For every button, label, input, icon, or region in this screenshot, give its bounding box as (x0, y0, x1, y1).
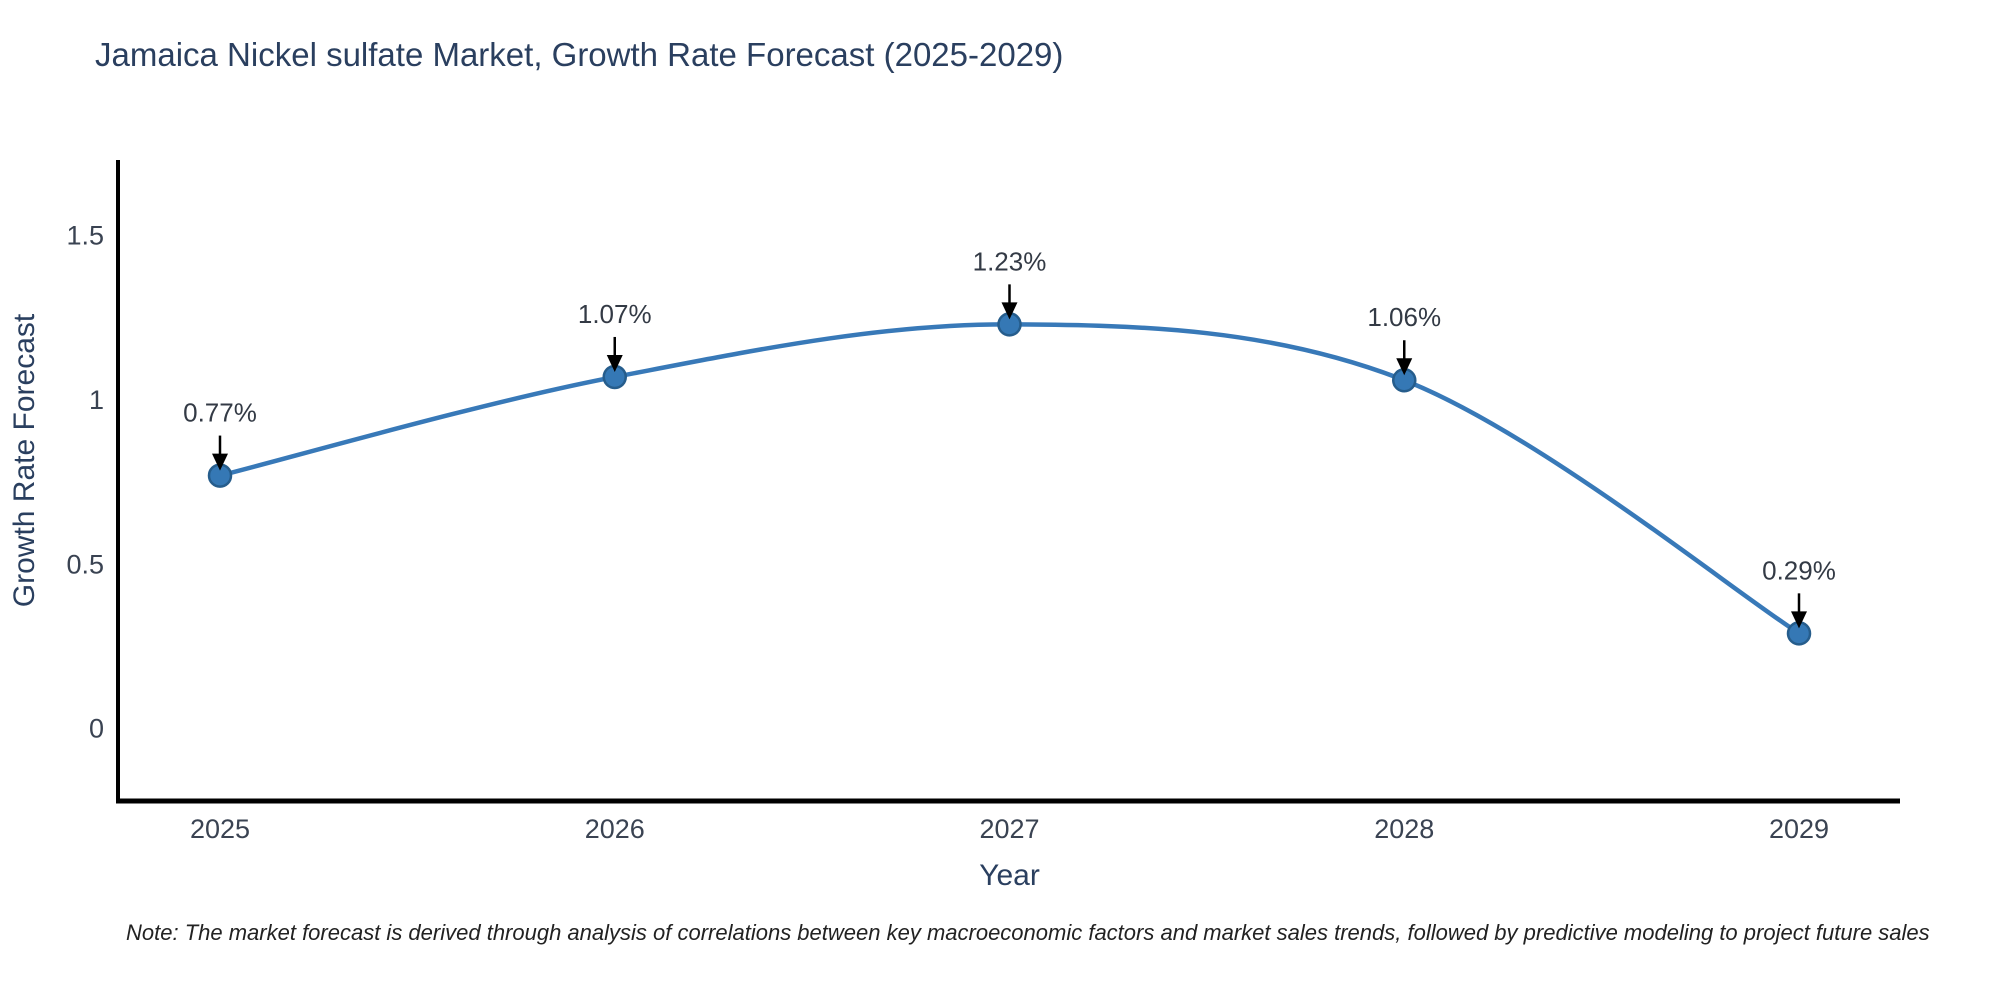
chart-footnote: Note: The market forecast is derived thr… (126, 920, 1930, 945)
annotation-arrowhead (606, 354, 623, 372)
x-tick-label: 2027 (979, 814, 1039, 844)
annotation-label: 0.29% (1762, 555, 1836, 585)
annotation-arrowhead (212, 453, 228, 471)
annotation-label: 1.07% (578, 299, 652, 329)
annotation-arrowhead (1001, 302, 1018, 320)
annotation-arrowhead (1791, 611, 1807, 629)
annotation-arrowhead (1396, 358, 1413, 376)
y-tick-label: 0 (89, 714, 104, 744)
y-tick-label: 0.5 (66, 549, 104, 579)
annotation-label: 1.23% (973, 246, 1047, 276)
y-tick-label: 1.5 (66, 221, 104, 251)
annotation-label: 1.06% (1367, 302, 1441, 332)
chart-title: Jamaica Nickel sulfate Market, Growth Ra… (95, 36, 1064, 73)
annotation-label: 0.77% (183, 398, 257, 428)
x-tick-label: 2028 (1374, 814, 1434, 844)
x-tick-label: 2026 (585, 814, 645, 844)
x-tick-label: 2029 (1769, 814, 1829, 844)
x-axis-title: Year (979, 859, 1040, 892)
plot-area[interactable] (118, 160, 1900, 801)
x-tick-label: 2025 (190, 814, 250, 844)
y-tick-label: 1 (89, 385, 104, 415)
y-axis-title: Growth Rate Forecast (8, 313, 41, 607)
